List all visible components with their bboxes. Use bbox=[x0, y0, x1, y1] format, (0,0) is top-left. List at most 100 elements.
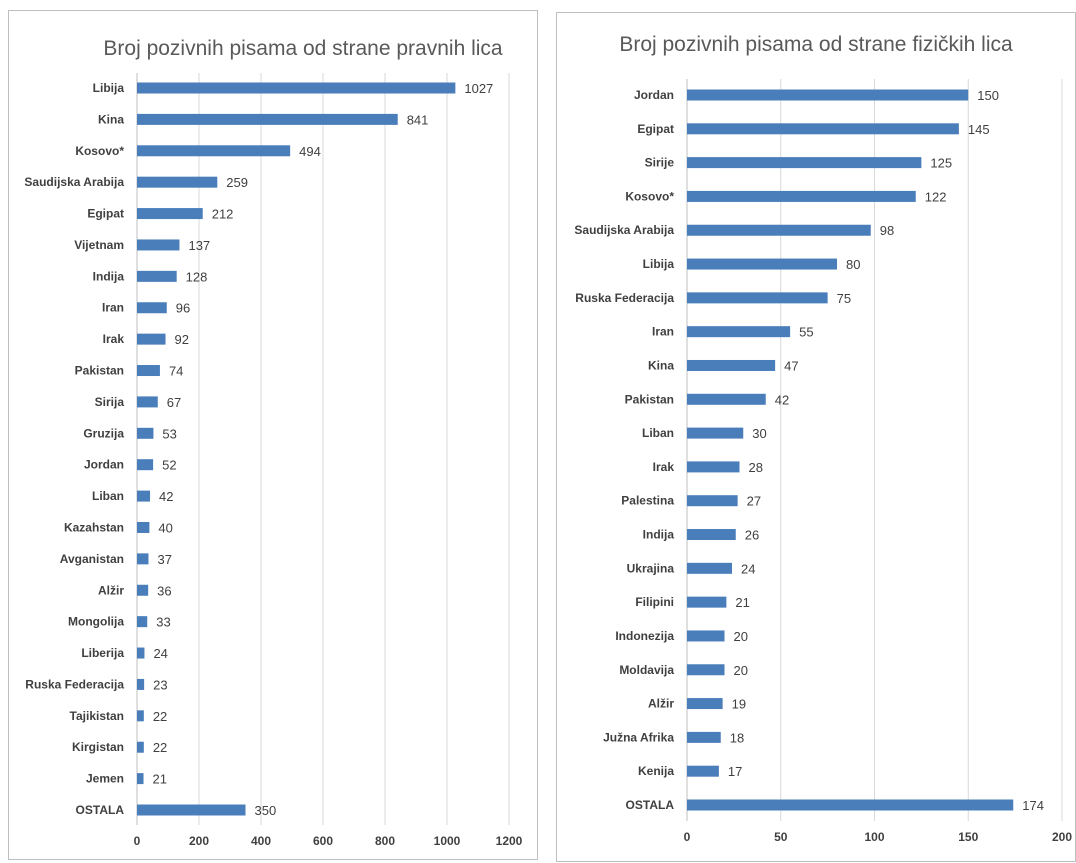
chart-title: Broj pozivnih pisama od strane fizičkih … bbox=[619, 33, 1013, 56]
bar bbox=[137, 521, 150, 533]
category-label: Kina bbox=[648, 358, 674, 372]
bar-chart-legal-entities: 0 200 400 600 800 1000 1200 Libija 1027 Kina 841 Ko… bbox=[24, 73, 523, 848]
data-label: 494 bbox=[299, 144, 321, 159]
category-label: Libija bbox=[643, 257, 675, 271]
bar bbox=[137, 365, 160, 377]
category-label: Kosovo* bbox=[625, 189, 674, 203]
data-label: 21 bbox=[735, 595, 749, 610]
bar bbox=[687, 326, 791, 338]
data-label: 18 bbox=[730, 730, 744, 745]
data-label: 96 bbox=[176, 301, 190, 316]
data-label: 259 bbox=[226, 175, 248, 190]
bar bbox=[687, 529, 736, 541]
bar bbox=[687, 461, 740, 473]
category-label: Iran bbox=[652, 325, 674, 339]
data-label: 20 bbox=[734, 629, 748, 644]
bar bbox=[687, 359, 776, 371]
data-label: 20 bbox=[734, 663, 748, 678]
category-label: Kenija bbox=[638, 764, 674, 778]
category-label: Pakistan bbox=[75, 364, 124, 378]
category-label: Indija bbox=[643, 528, 675, 542]
x-tick-label: 200 bbox=[189, 834, 209, 848]
chart-panel-individuals: Broj pozivnih pisama od strane fizičkih … bbox=[556, 12, 1076, 862]
data-label: 47 bbox=[784, 358, 798, 373]
category-label: Jemen bbox=[86, 772, 124, 786]
x-tick-label: 600 bbox=[313, 834, 333, 848]
category-label: Liberija bbox=[81, 646, 124, 660]
data-label: 52 bbox=[162, 458, 176, 473]
bar bbox=[137, 459, 154, 471]
data-label: 33 bbox=[156, 615, 170, 630]
bar bbox=[137, 584, 149, 596]
category-label: Libija bbox=[93, 81, 125, 95]
category-label: Tajikistan bbox=[70, 709, 124, 723]
data-label: 23 bbox=[153, 677, 167, 692]
bar bbox=[137, 270, 177, 282]
chart-title: Broj pozivnih pisama od strane pravnih l… bbox=[103, 37, 503, 60]
bar bbox=[137, 490, 151, 502]
data-label: 841 bbox=[407, 112, 429, 127]
x-tick-label: 150 bbox=[958, 830, 978, 844]
category-label: Kirgistan bbox=[72, 740, 124, 754]
category-label: Sirija bbox=[95, 395, 125, 409]
category-label: Moldavija bbox=[619, 663, 674, 677]
data-label: 174 bbox=[1022, 798, 1044, 813]
x-tick-label: 400 bbox=[251, 834, 271, 848]
category-label: Iran bbox=[102, 301, 124, 315]
x-tick-label: 1000 bbox=[434, 834, 461, 848]
data-label: 37 bbox=[157, 552, 171, 567]
bar bbox=[687, 765, 719, 777]
chart-panel-legal-entities: Broj pozivnih pisama od strane pravnih l… bbox=[8, 10, 538, 860]
category-label: Kosovo* bbox=[75, 144, 124, 158]
bar bbox=[687, 190, 916, 202]
bar bbox=[137, 176, 218, 188]
x-tick-label: 1200 bbox=[496, 834, 523, 848]
category-label: Saudijska Arabija bbox=[24, 175, 124, 189]
category-label: Ruska Federacija bbox=[575, 291, 674, 305]
category-label: OSTALA bbox=[76, 803, 125, 817]
data-label: 24 bbox=[741, 561, 755, 576]
bar bbox=[687, 630, 725, 642]
data-label: 40 bbox=[158, 520, 172, 535]
x-tick-label: 100 bbox=[864, 830, 884, 844]
category-label: Sirije bbox=[645, 156, 675, 170]
data-label: 22 bbox=[153, 740, 167, 755]
bar bbox=[137, 145, 291, 157]
category-label: Avganistan bbox=[60, 552, 124, 566]
data-label: 19 bbox=[732, 697, 746, 712]
bar bbox=[137, 678, 145, 690]
bar bbox=[687, 731, 721, 743]
data-label: 74 bbox=[169, 364, 183, 379]
category-label: Irak bbox=[103, 332, 125, 346]
bar bbox=[687, 123, 959, 135]
bar-chart-individuals: 0 50 100 150 200 Jordan 150 Egipat 145 Sirije 125 K… bbox=[574, 79, 1072, 844]
x-tick-label: 800 bbox=[375, 834, 395, 848]
bar bbox=[137, 427, 154, 439]
category-label: Gruzija bbox=[83, 426, 124, 440]
bar bbox=[137, 396, 158, 408]
bar bbox=[687, 562, 732, 574]
category-label: Mongolija bbox=[68, 615, 124, 629]
category-label: Jordan bbox=[634, 88, 674, 102]
category-label: Ruska Federacija bbox=[25, 677, 124, 691]
data-label: 21 bbox=[153, 772, 167, 787]
bar bbox=[137, 239, 180, 251]
category-label: Kazahstan bbox=[64, 520, 124, 534]
bar bbox=[687, 224, 871, 236]
x-tick-label: 200 bbox=[1052, 830, 1072, 844]
data-label: 17 bbox=[728, 764, 742, 779]
data-label: 98 bbox=[880, 223, 894, 238]
bar bbox=[137, 333, 166, 345]
category-label: Kina bbox=[98, 112, 124, 126]
bar bbox=[137, 208, 203, 220]
data-label: 22 bbox=[153, 709, 167, 724]
data-label: 42 bbox=[775, 392, 789, 407]
category-label: Liban bbox=[92, 489, 124, 503]
category-label: Saudijska Arabija bbox=[574, 223, 674, 237]
x-tick-label: 0 bbox=[684, 830, 691, 844]
x-tick-label: 50 bbox=[774, 830, 788, 844]
category-label: Indonezija bbox=[615, 629, 674, 643]
data-label: 36 bbox=[157, 583, 171, 598]
data-label: 42 bbox=[159, 489, 173, 504]
category-label: Alžir bbox=[98, 583, 124, 597]
